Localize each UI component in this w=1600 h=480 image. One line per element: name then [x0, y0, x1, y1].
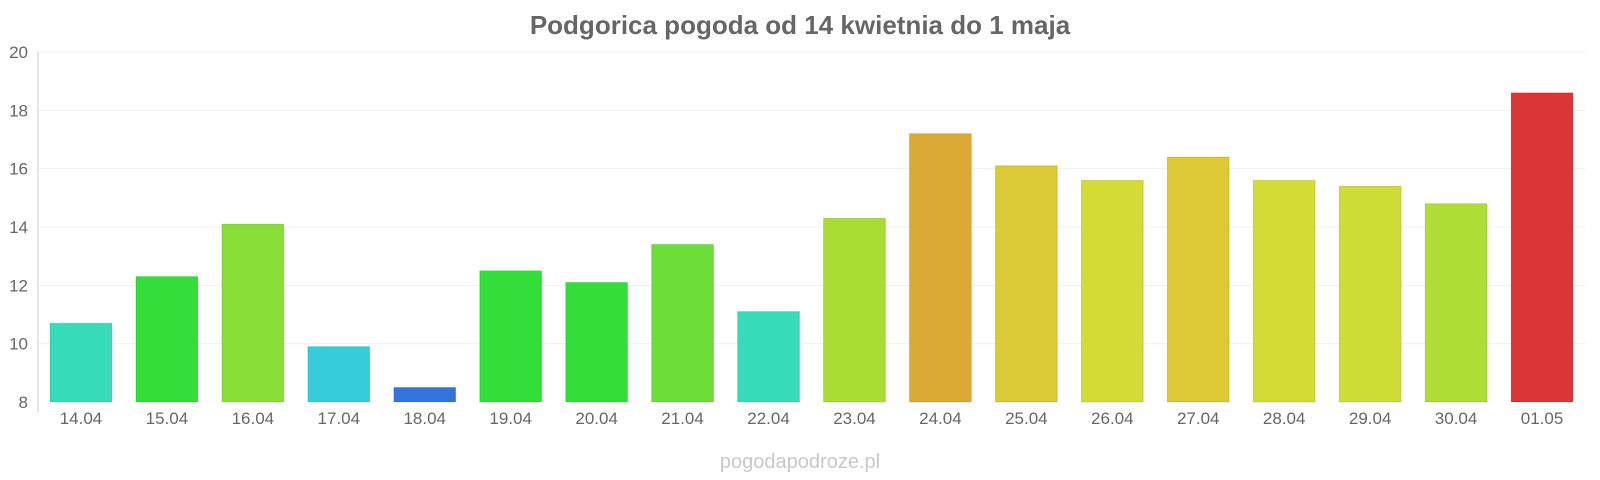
bar [1510, 92, 1574, 403]
bar [651, 244, 715, 403]
bar [221, 223, 285, 403]
y-tick-label: 18 [9, 101, 28, 120]
y-tick-label: 12 [9, 276, 28, 295]
x-axis: 14.04 15.04 16.04 17.04 18.04 19.04 20.04 21.04… [60, 409, 1564, 428]
bars [49, 92, 1574, 403]
bar [307, 346, 371, 403]
x-tick-label: 17.04 [318, 409, 361, 428]
bar [737, 311, 800, 403]
x-tick-label: 24.04 [919, 409, 962, 428]
x-tick-label: 23.04 [833, 409, 876, 428]
x-tick-label: 29.04 [1349, 409, 1392, 428]
bar [1166, 156, 1230, 403]
bar [1252, 179, 1316, 403]
bar [908, 133, 972, 403]
x-tick-label: 20.04 [575, 409, 618, 428]
bar [49, 322, 113, 403]
y-tick-label: 14 [9, 218, 28, 237]
grid-lines [38, 51, 1585, 345]
y-tick-label: 10 [9, 335, 28, 354]
bar [1424, 203, 1488, 403]
x-tick-label: 01.05 [1521, 409, 1564, 428]
bar [565, 281, 629, 403]
y-axis: 8 10 12 14 16 18 20 [9, 43, 39, 412]
chart-title: Podgorica pogoda od 14 kwietnia do 1 maj… [530, 10, 1071, 40]
y-tick-label: 20 [9, 43, 28, 62]
bar [1080, 179, 1144, 403]
bar [479, 270, 543, 403]
bar [823, 217, 886, 403]
x-tick-label: 28.04 [1263, 409, 1306, 428]
bar [1338, 185, 1402, 403]
x-tick-label: 22.04 [747, 409, 790, 428]
x-tick-label: 18.04 [403, 409, 446, 428]
y-tick-label: 16 [9, 160, 28, 179]
y-tick-label: 8 [19, 393, 28, 412]
x-tick-label: 15.04 [146, 409, 189, 428]
x-tick-label: 27.04 [1177, 409, 1220, 428]
x-tick-label: 25.04 [1005, 409, 1048, 428]
x-tick-label: 26.04 [1091, 409, 1134, 428]
bar [135, 276, 199, 403]
watermark-text: pogodapodroze.pl [720, 451, 880, 473]
x-tick-label: 19.04 [489, 409, 532, 428]
x-tick-label: 30.04 [1435, 409, 1478, 428]
bar [994, 165, 1058, 403]
bar [393, 386, 457, 403]
x-tick-label: 14.04 [60, 409, 103, 428]
x-tick-label: 21.04 [661, 409, 704, 428]
x-tick-label: 16.04 [232, 409, 275, 428]
